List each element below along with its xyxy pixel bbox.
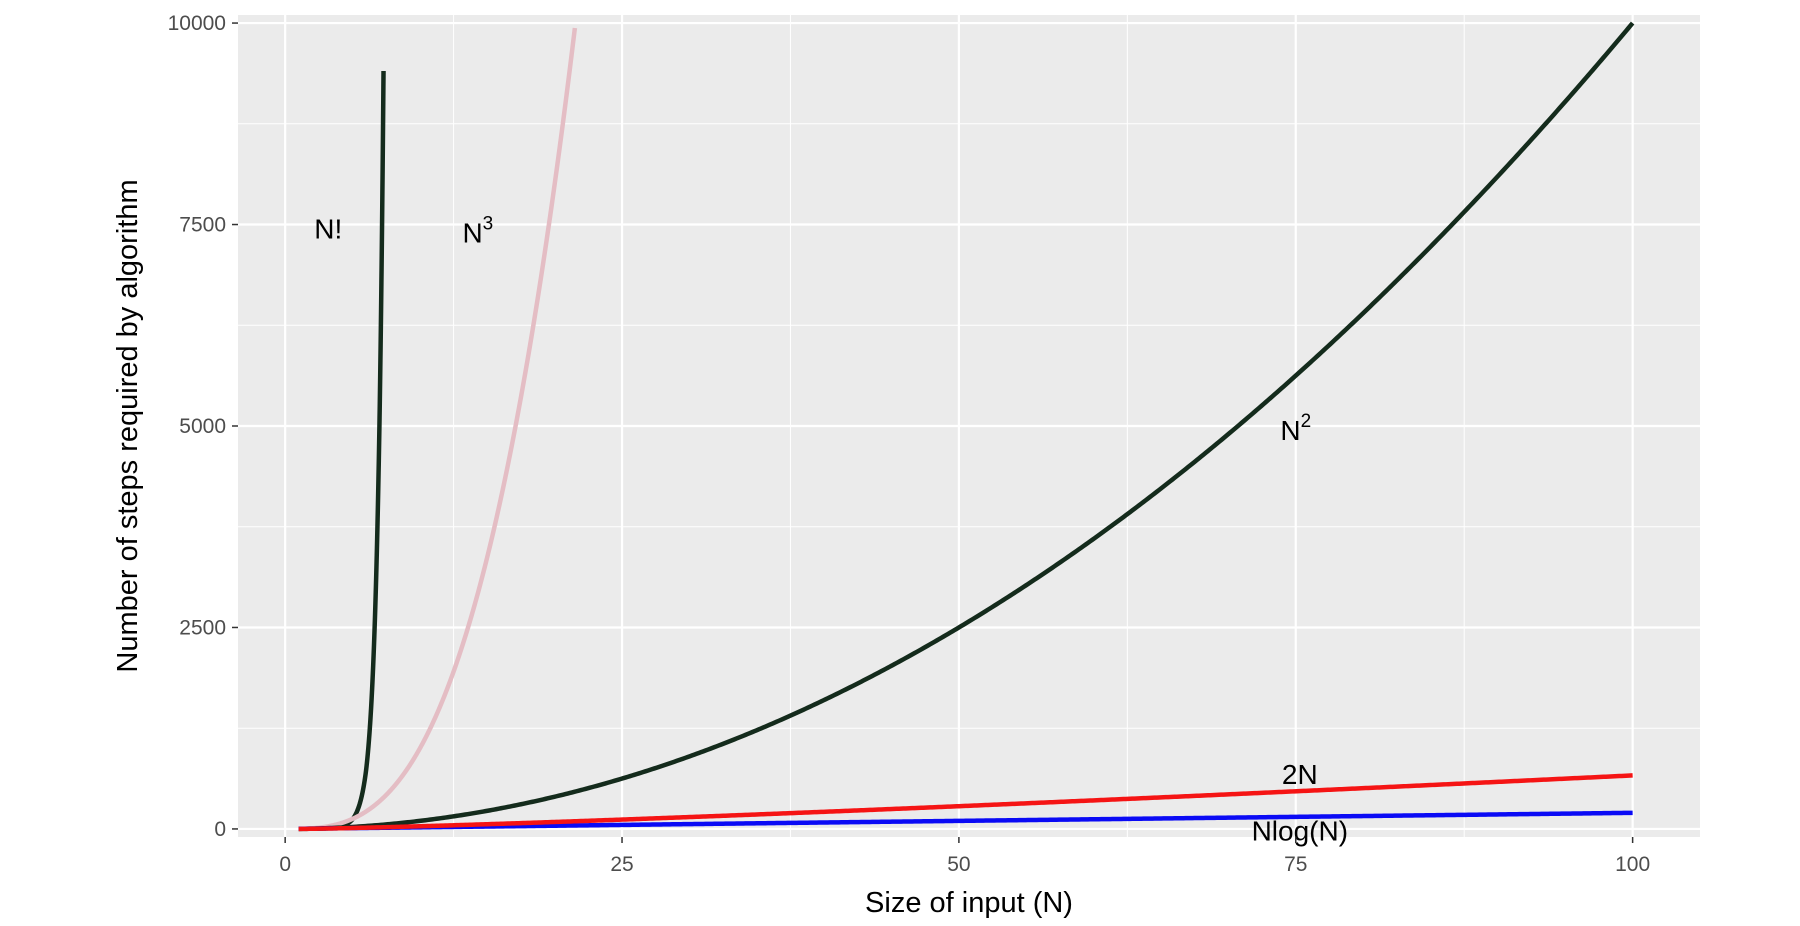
x-axis-ticks: 0 25 50 75 100 xyxy=(279,837,1650,876)
x-axis-title: Size of input (N) xyxy=(865,887,1073,919)
x-tick-label: 25 xyxy=(610,853,633,876)
x-tick-label: 50 xyxy=(947,853,970,876)
annotation-exponent: 2 xyxy=(1301,411,1312,432)
y-tick-label: 7500 xyxy=(179,214,226,237)
series-line-square xyxy=(298,21,1635,832)
y-axis-title: Number of steps required by algorithm xyxy=(112,179,144,672)
series-line-double xyxy=(298,810,1633,832)
y-tick-label: 10000 xyxy=(168,12,226,35)
annotation-nlogn: Nlog(N) xyxy=(1252,816,1348,847)
y-axis-ticks: 0 2500 5000 7500 10000 xyxy=(168,12,238,841)
annotation-cube: N3 xyxy=(462,214,493,249)
annotation-exponent: 3 xyxy=(483,214,494,235)
x-tick-label: 100 xyxy=(1615,853,1650,876)
annotation-factorial: N! xyxy=(314,214,342,245)
y-tick-label: 0 xyxy=(214,818,226,841)
series-lines xyxy=(296,21,1635,832)
x-tick-label: 75 xyxy=(1284,853,1307,876)
y-tick-label: 2500 xyxy=(179,616,226,639)
major-gridlines xyxy=(238,15,1700,837)
annotation-double: 2N xyxy=(1282,759,1318,790)
y-tick-label: 5000 xyxy=(179,415,226,438)
series-line-nlogn xyxy=(298,773,1633,832)
x-tick-label: 0 xyxy=(279,853,291,876)
series-line-cube xyxy=(296,27,578,832)
